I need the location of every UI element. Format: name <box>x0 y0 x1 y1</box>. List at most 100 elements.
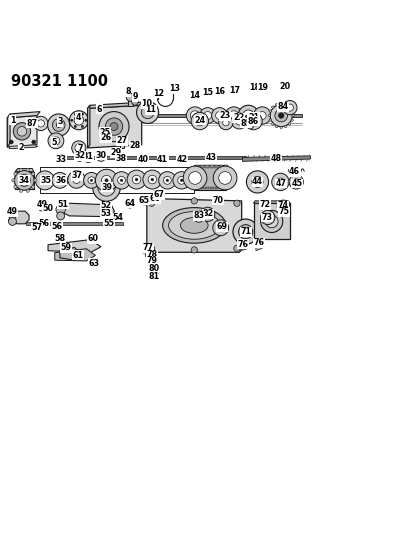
Circle shape <box>292 115 294 117</box>
Text: 47: 47 <box>276 179 287 188</box>
Text: 70: 70 <box>212 196 223 205</box>
Polygon shape <box>194 165 226 190</box>
Polygon shape <box>128 100 133 107</box>
Polygon shape <box>103 131 107 140</box>
Text: 5: 5 <box>51 138 57 147</box>
Circle shape <box>126 200 134 208</box>
Circle shape <box>105 179 108 182</box>
Circle shape <box>75 152 84 161</box>
Bar <box>205 165 209 168</box>
Circle shape <box>234 200 240 206</box>
Polygon shape <box>7 116 37 147</box>
Circle shape <box>88 177 95 184</box>
Bar <box>210 165 214 168</box>
Circle shape <box>159 172 176 189</box>
Circle shape <box>180 179 183 182</box>
Bar <box>201 165 204 168</box>
Text: 40: 40 <box>137 155 148 164</box>
Circle shape <box>243 110 254 121</box>
Circle shape <box>56 205 65 214</box>
Circle shape <box>281 204 286 209</box>
Polygon shape <box>15 168 34 172</box>
Text: 56: 56 <box>39 219 50 228</box>
Polygon shape <box>254 201 290 203</box>
Text: 42: 42 <box>177 155 188 164</box>
Circle shape <box>148 175 157 184</box>
Circle shape <box>22 178 27 183</box>
Text: 23: 23 <box>220 111 231 120</box>
Circle shape <box>212 108 227 124</box>
Circle shape <box>265 215 278 228</box>
Text: 10: 10 <box>141 99 152 108</box>
Bar <box>224 165 228 168</box>
Circle shape <box>140 197 148 205</box>
Circle shape <box>74 116 84 125</box>
Circle shape <box>118 176 125 184</box>
Circle shape <box>149 259 153 263</box>
Circle shape <box>34 116 48 131</box>
Circle shape <box>75 144 83 152</box>
Circle shape <box>252 176 263 188</box>
Text: 38: 38 <box>115 154 126 163</box>
Circle shape <box>113 172 130 189</box>
Text: 20: 20 <box>280 82 291 91</box>
Circle shape <box>20 168 22 172</box>
Circle shape <box>258 111 266 119</box>
Text: 2: 2 <box>18 143 24 152</box>
Circle shape <box>57 155 66 165</box>
Circle shape <box>291 119 293 121</box>
Circle shape <box>217 224 225 232</box>
Circle shape <box>120 139 123 142</box>
Circle shape <box>219 172 231 184</box>
Text: 76: 76 <box>238 240 249 249</box>
Text: 77: 77 <box>142 243 153 252</box>
Circle shape <box>231 113 247 129</box>
Text: 44: 44 <box>252 177 263 187</box>
Circle shape <box>14 172 17 175</box>
Bar <box>196 165 199 168</box>
Text: 72: 72 <box>260 200 271 209</box>
Circle shape <box>37 120 45 127</box>
Circle shape <box>72 176 80 183</box>
Text: 18: 18 <box>250 83 261 92</box>
Circle shape <box>238 224 253 239</box>
Text: 83: 83 <box>193 212 205 221</box>
Text: 22: 22 <box>233 114 244 123</box>
Text: 34: 34 <box>19 176 30 185</box>
Text: 71: 71 <box>240 227 251 236</box>
Circle shape <box>8 211 16 219</box>
Circle shape <box>90 179 93 182</box>
Text: 15: 15 <box>202 88 213 97</box>
Circle shape <box>229 111 238 120</box>
Text: 31: 31 <box>83 152 94 161</box>
Circle shape <box>275 103 278 106</box>
Circle shape <box>216 111 224 119</box>
Circle shape <box>148 245 155 252</box>
Circle shape <box>166 179 169 182</box>
Circle shape <box>74 113 76 115</box>
Circle shape <box>285 103 287 106</box>
Circle shape <box>48 114 70 136</box>
Circle shape <box>86 156 91 160</box>
Circle shape <box>261 211 275 224</box>
Circle shape <box>110 123 118 131</box>
Bar <box>196 187 199 189</box>
Circle shape <box>32 118 36 122</box>
Circle shape <box>289 175 303 189</box>
Circle shape <box>57 212 64 220</box>
Circle shape <box>201 207 215 221</box>
Circle shape <box>126 93 134 101</box>
Circle shape <box>38 201 47 211</box>
Text: 75: 75 <box>279 207 290 216</box>
Text: 79: 79 <box>146 256 157 265</box>
Text: 35: 35 <box>41 176 52 185</box>
Text: 36: 36 <box>55 176 66 185</box>
Circle shape <box>101 175 111 185</box>
Circle shape <box>53 223 60 231</box>
Text: 54: 54 <box>112 213 123 222</box>
Circle shape <box>213 166 237 190</box>
Circle shape <box>69 111 88 130</box>
Circle shape <box>151 178 154 181</box>
Circle shape <box>99 111 129 142</box>
Ellipse shape <box>163 208 226 243</box>
